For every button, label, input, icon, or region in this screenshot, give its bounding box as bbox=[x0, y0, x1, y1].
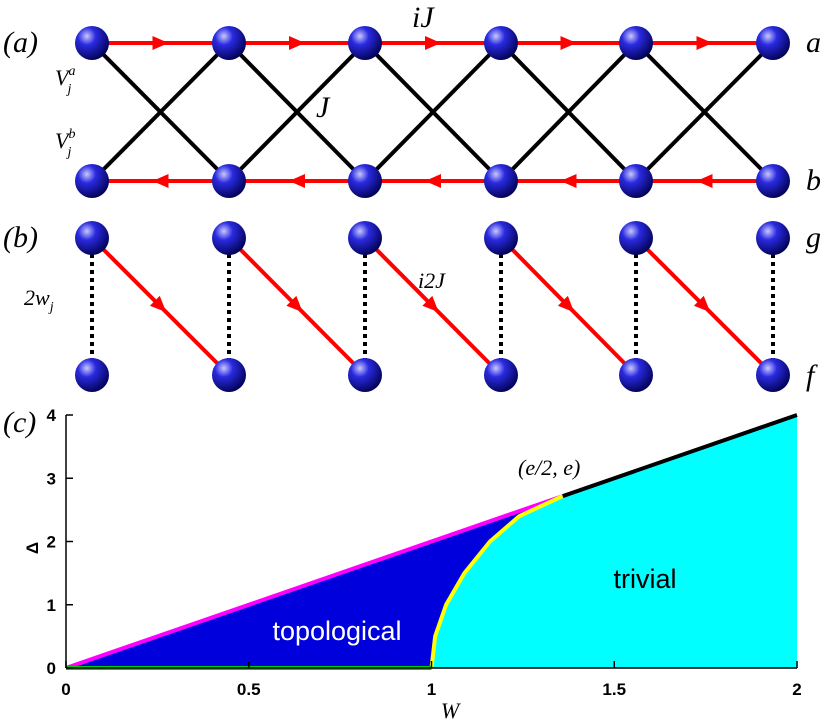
hopping-label: iJ bbox=[412, 1, 435, 34]
site bbox=[619, 358, 653, 392]
arrowhead bbox=[149, 295, 167, 313]
site-label: b bbox=[806, 164, 821, 197]
arrowhead bbox=[422, 295, 439, 313]
phase-boundary bbox=[65, 494, 564, 670]
y-tick-label: 2 bbox=[47, 533, 56, 552]
arrowhead bbox=[152, 174, 169, 188]
x-tick-label: 2 bbox=[792, 680, 801, 699]
hopping-label: i2J bbox=[418, 268, 446, 293]
site bbox=[756, 164, 790, 198]
arrowhead bbox=[696, 174, 713, 188]
arrowhead bbox=[289, 174, 305, 188]
y-tick-label: 0 bbox=[47, 659, 56, 678]
site bbox=[619, 164, 653, 198]
phase-boundary bbox=[429, 494, 564, 669]
arrowhead bbox=[560, 174, 577, 188]
y-axis-label: Δ bbox=[23, 542, 42, 554]
site bbox=[756, 358, 790, 392]
site bbox=[212, 26, 246, 60]
site bbox=[484, 358, 518, 392]
x-tick-label: 1.5 bbox=[602, 680, 626, 699]
site bbox=[484, 164, 518, 198]
site bbox=[484, 26, 518, 60]
potential-label: Vb j bbox=[55, 127, 75, 160]
y-tick-label: 3 bbox=[47, 469, 56, 488]
site bbox=[484, 221, 518, 255]
site bbox=[212, 164, 246, 198]
x-axis-label: W bbox=[441, 698, 461, 722]
arrowhead bbox=[560, 36, 577, 50]
site bbox=[348, 26, 382, 60]
site bbox=[756, 26, 790, 60]
x-tick-label: 0 bbox=[61, 680, 70, 699]
arrowhead bbox=[152, 36, 169, 50]
region-trivial bbox=[431, 415, 797, 668]
x-tick-label: 0.5 bbox=[237, 680, 261, 699]
y-tick-label: 4 bbox=[47, 406, 57, 425]
phase-boundary bbox=[562, 413, 798, 498]
y-tick-label: 1 bbox=[47, 596, 56, 615]
site bbox=[212, 221, 246, 255]
annotation: (e/2, e) bbox=[518, 455, 580, 480]
cross-bond bbox=[363, 41, 503, 183]
x-tick-label: 1 bbox=[427, 680, 436, 699]
cross-bond bbox=[90, 41, 231, 183]
site bbox=[348, 221, 382, 255]
hopping-label: J bbox=[316, 91, 331, 124]
arrowhead bbox=[693, 295, 711, 313]
region-label: trivial bbox=[613, 564, 676, 594]
site-label: g bbox=[806, 221, 821, 254]
site bbox=[619, 26, 653, 60]
coupling-label: 2wj bbox=[24, 285, 54, 315]
arrowhead bbox=[696, 36, 713, 50]
cross-bond bbox=[499, 41, 638, 183]
cross-bond bbox=[634, 41, 775, 183]
site bbox=[75, 26, 109, 60]
cross-bond bbox=[227, 41, 367, 183]
arrowhead bbox=[286, 295, 303, 313]
site-label: f bbox=[806, 359, 818, 392]
arrowhead bbox=[557, 295, 575, 313]
arrowhead bbox=[425, 174, 441, 188]
region-label: topological bbox=[272, 616, 401, 646]
site bbox=[75, 358, 109, 392]
site bbox=[348, 358, 382, 392]
panel-label: (b) bbox=[3, 221, 38, 254]
arrowhead bbox=[425, 36, 441, 50]
panel-label: (a) bbox=[3, 26, 38, 59]
site-label: a bbox=[806, 26, 821, 59]
site bbox=[348, 164, 382, 198]
site bbox=[212, 358, 246, 392]
site bbox=[756, 221, 790, 255]
arrowhead bbox=[289, 36, 305, 50]
site bbox=[75, 221, 109, 255]
site bbox=[619, 221, 653, 255]
panel-label: (c) bbox=[3, 406, 36, 439]
site bbox=[75, 164, 109, 198]
potential-label: Va j bbox=[55, 64, 75, 97]
diagrams bbox=[75, 26, 790, 392]
